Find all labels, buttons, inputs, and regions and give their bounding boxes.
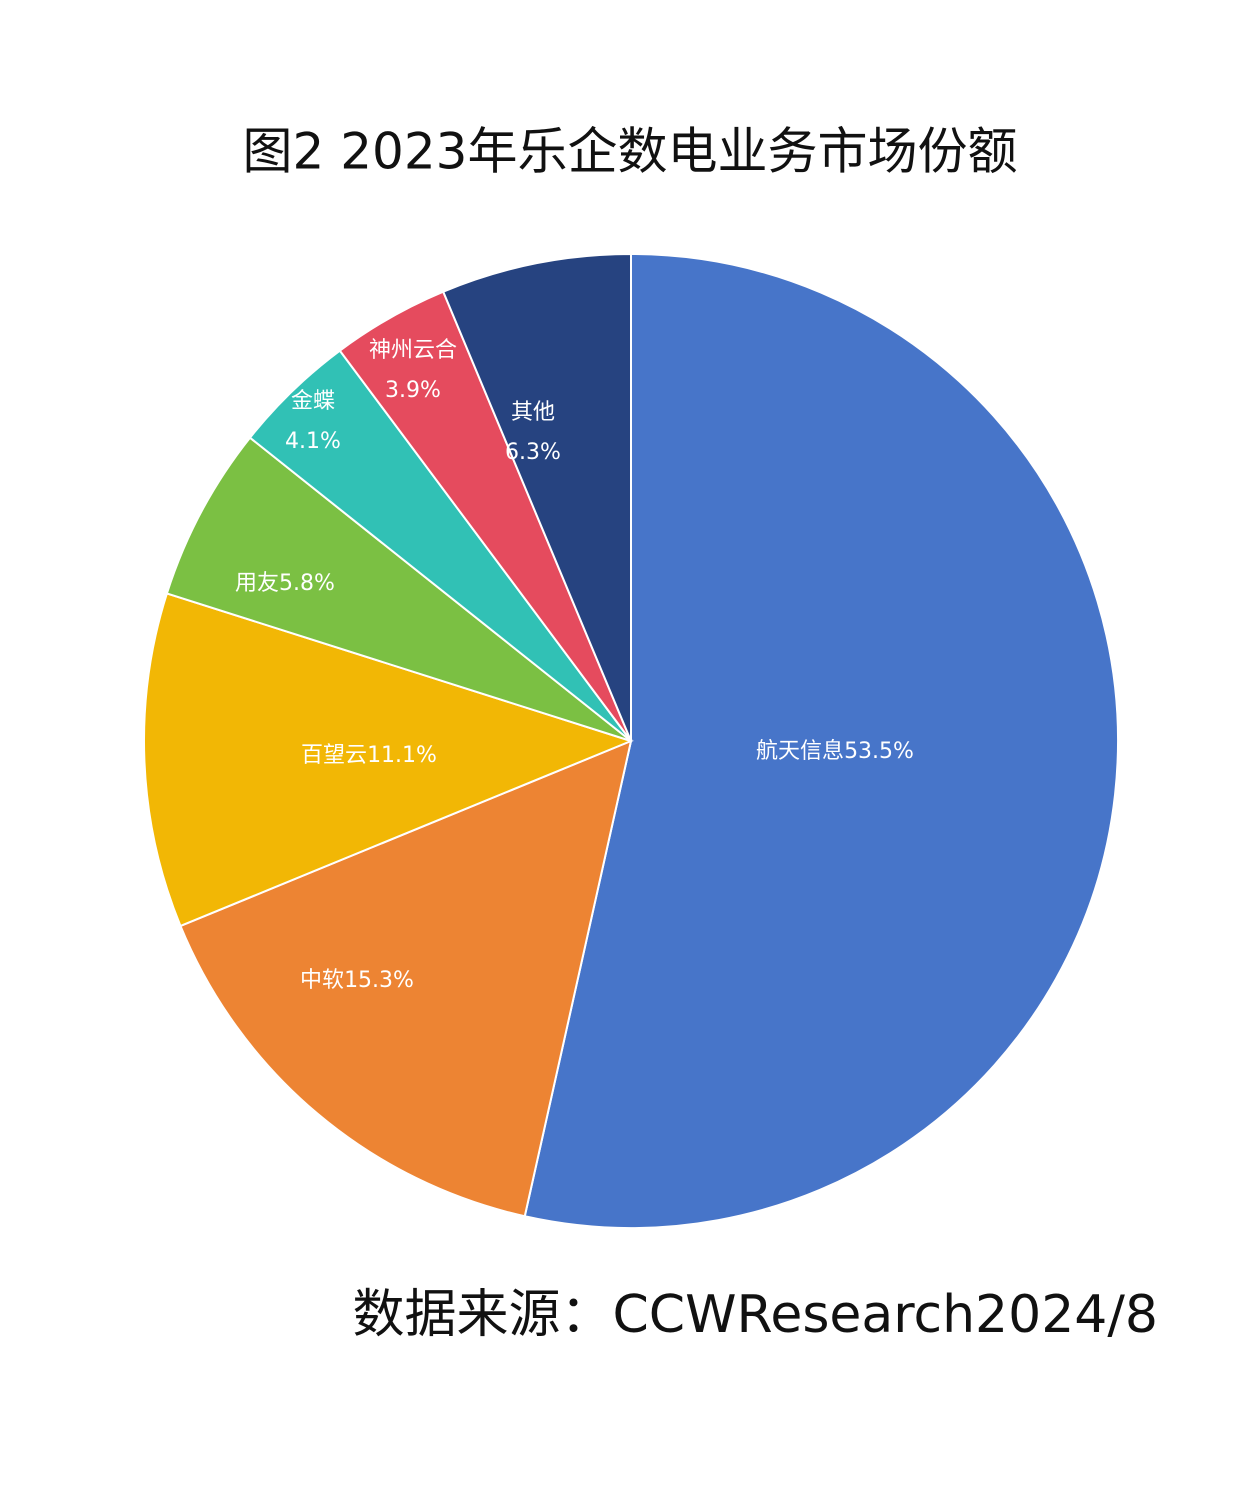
slice-name: 用友 [235,571,279,596]
slice-value: 6.3% [505,440,561,465]
pie-slice [165,436,632,742]
slice-name: 金蝶 [291,389,335,414]
slice-name: 神州云合 [369,338,457,363]
slice-label: 金蝶 4.1% [285,389,341,454]
slice-name: 航天信息 [756,739,844,764]
pie-slice [523,252,1120,1229]
slice-value: 4.1% [285,429,341,454]
slice-label: 中软15.3% [300,968,414,993]
chart-title: 图2 2023年乐企数电业务市场份额 [243,123,1018,181]
slice-value: 5.8% [279,571,335,596]
pie-slice [441,252,632,742]
slice-label: 神州云合 3.9% [369,338,457,403]
slice-label: 用友5.8% [235,571,335,596]
pie-slice [179,739,633,1218]
source-note: 数据来源：CCWResearch2024/8 [353,1285,1159,1345]
slice-value: 53.5% [844,739,914,764]
slice-value: 3.9% [385,378,441,403]
slice-value: 11.1% [367,743,437,768]
slice-name: 其他 [511,400,555,425]
slice-label: 航天信息53.5% [756,739,914,764]
pie-slice [143,592,634,928]
slice-name: 百望云 [301,743,367,768]
slice-value: 15.3% [344,968,414,993]
slice-name: 中软 [300,968,344,993]
slice-label: 其他 6.3% [505,400,561,465]
slice-label: 百望云11.1% [301,743,437,768]
